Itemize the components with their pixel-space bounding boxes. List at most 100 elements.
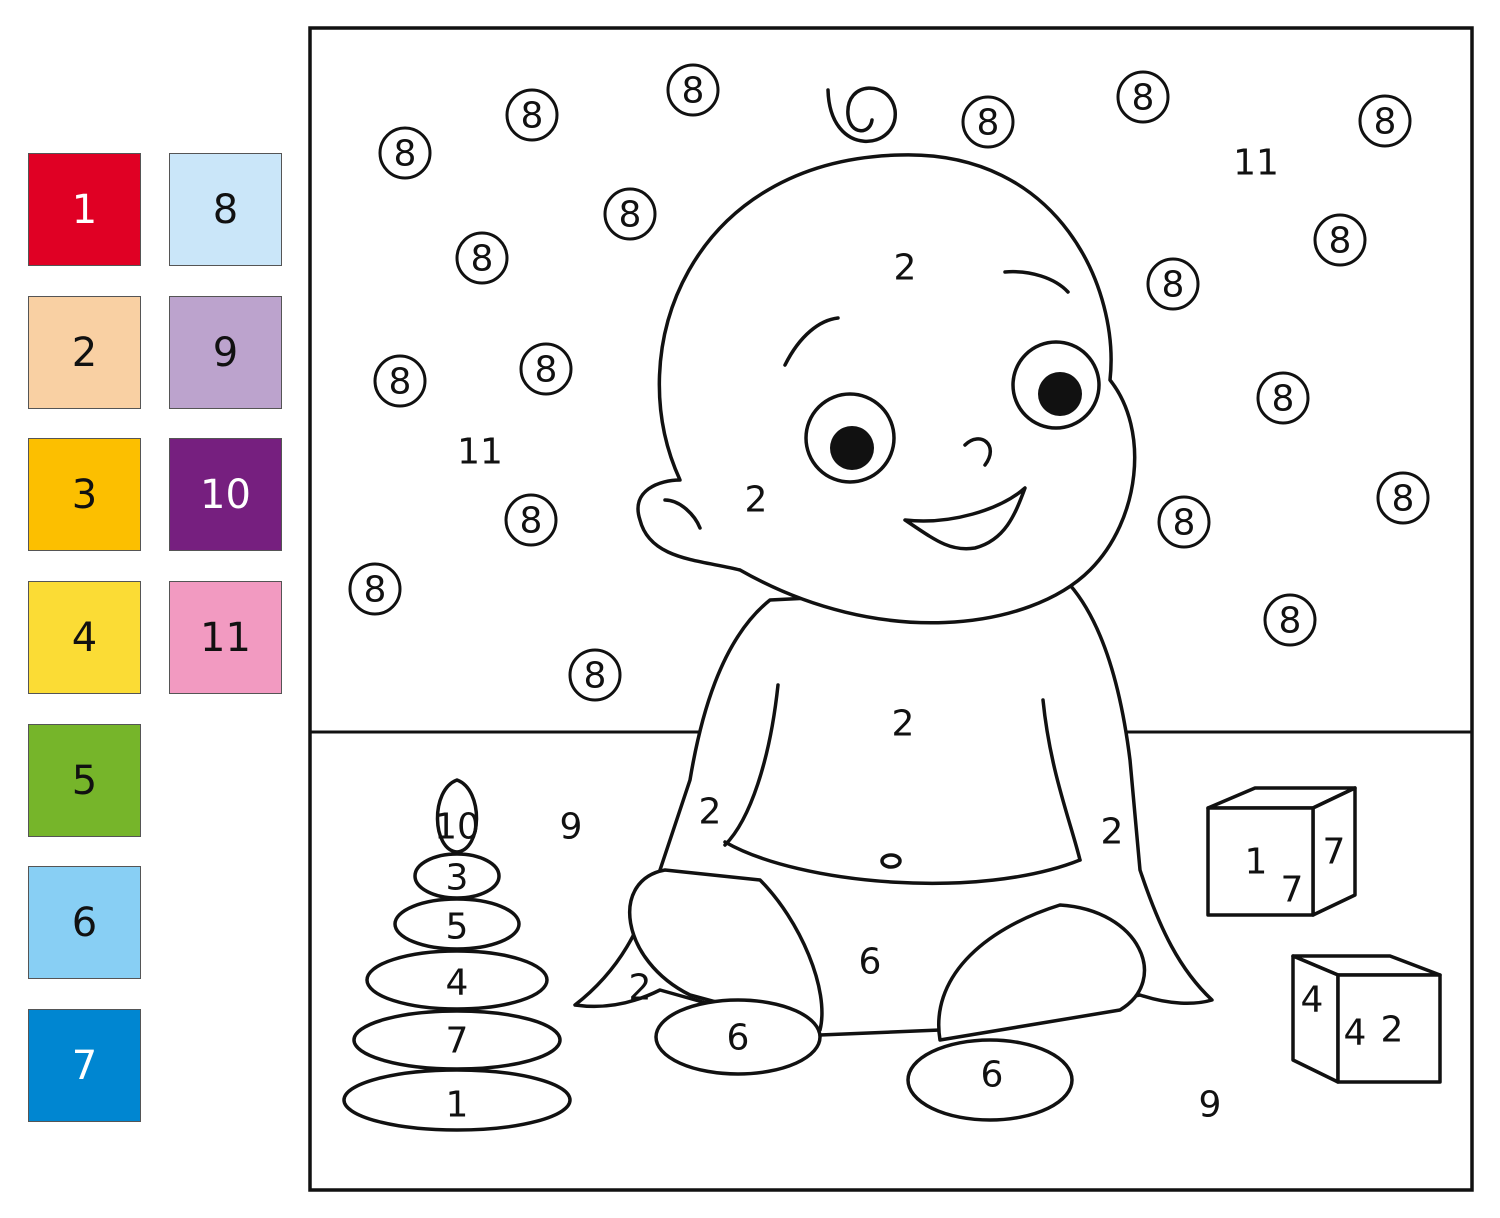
swatch-7: 7 (28, 1009, 141, 1122)
balloon-circle (1376, 471, 1430, 525)
swatch-number: 11 (200, 614, 251, 661)
circled-number-label: 8 (1279, 601, 1302, 642)
balloon-circle (1157, 495, 1211, 549)
balloon-circle (373, 354, 427, 408)
circled-number-label: 8 (520, 501, 543, 542)
region-number-label: 4 (1301, 980, 1324, 1021)
right-foot (906, 1038, 1074, 1122)
balloon-circle (1313, 213, 1367, 267)
pyramid-ring (413, 852, 501, 900)
swatch-number: 7 (71, 1042, 98, 1089)
swatch-6: 6 (28, 866, 141, 979)
circled-number-label: 8 (1132, 78, 1155, 119)
circled-number-label: 8 (1374, 102, 1397, 143)
swatch-number: 5 (71, 757, 98, 804)
pyramid-ring (365, 949, 549, 1011)
region-number-label: 9 (560, 807, 583, 848)
balloon-circle (1358, 94, 1412, 148)
region-number-label: 2 (745, 480, 768, 521)
swatch-number: 6 (71, 899, 98, 946)
toy-block-2 (1291, 954, 1442, 1084)
balloon-circle (348, 562, 402, 616)
region-number-label: 1 (446, 1085, 469, 1126)
left-arm-line (723, 683, 780, 847)
region-number-label: 2 (894, 248, 917, 289)
balloon-circle (1256, 371, 1310, 425)
diaper-top (723, 840, 1082, 886)
circled-number-label: 8 (394, 134, 417, 175)
region-number-label: 5 (446, 907, 469, 948)
balloon-circle (1146, 257, 1200, 311)
region-number-label: 7 (1323, 832, 1346, 873)
swatch-number: 10 (200, 471, 251, 518)
swatch-2: 2 (28, 296, 141, 409)
balloon-circle (961, 95, 1015, 149)
circled-number-label: 8 (977, 103, 1000, 144)
baby-figure (573, 86, 1214, 1122)
balloon-circle (378, 126, 432, 180)
ear-detail (663, 498, 702, 530)
swatch-number: 1 (71, 186, 98, 233)
circled-number-label: 8 (1272, 379, 1295, 420)
region-number-label: 11 (457, 432, 503, 473)
swatch-number: 2 (71, 329, 98, 376)
circled-number-label: 8 (471, 239, 494, 280)
right-arm-line (1041, 698, 1082, 862)
circled-number-label: 8 (584, 656, 607, 697)
region-number-label: 10 (434, 807, 480, 848)
swatch-5: 5 (28, 724, 141, 837)
region-number-label: 6 (727, 1018, 750, 1059)
circled-number-label: 8 (682, 71, 705, 112)
circled-number-label: 8 (364, 570, 387, 611)
swatch-number: 8 (212, 186, 239, 233)
circled-number-label: 8 (1329, 221, 1352, 262)
mouth (903, 486, 1027, 551)
left-foot (654, 998, 822, 1076)
balloon-circle (1263, 593, 1317, 647)
balloon-circle (505, 88, 559, 142)
toy-block-1 (1206, 786, 1357, 917)
hair-curl (826, 86, 897, 143)
circled-number-label: 8 (1162, 265, 1185, 306)
region-number-label: 2 (1101, 812, 1124, 853)
swatch-10: 10 (169, 438, 282, 551)
swatch-number: 3 (71, 471, 98, 518)
left-eyebrow (783, 316, 840, 367)
region-number-label: 7 (1281, 870, 1304, 911)
region-number-label: 9 (1199, 1085, 1222, 1126)
region-number-label: 3 (446, 858, 469, 899)
balloon-circle (504, 493, 558, 547)
region-number-label: 2 (629, 968, 652, 1009)
circled-number-label: 8 (535, 350, 558, 391)
balloon-circle (666, 63, 720, 117)
balloon-circle (455, 231, 509, 285)
ring-pyramid-toy (342, 778, 572, 1132)
region-number-label: 6 (859, 942, 882, 983)
swatch-3: 3 (28, 438, 141, 551)
block-number-label: 2 (1381, 1010, 1404, 1051)
block-number-label: 1 (1245, 842, 1268, 883)
circled-number-label: 8 (1392, 479, 1415, 520)
swatch-number: 9 (212, 329, 239, 376)
right-eyebrow (1003, 269, 1070, 294)
balloon-circle (568, 648, 622, 702)
circled-number-label: 8 (389, 362, 412, 403)
right-pupil (1038, 372, 1082, 416)
swatch-1: 1 (28, 153, 141, 266)
circled-number-label: 8 (521, 96, 544, 137)
right-leg (937, 903, 1147, 1042)
region-number-label: 4 (1344, 1013, 1367, 1054)
region-number-label: 2 (699, 792, 722, 833)
swatch-8: 8 (169, 153, 282, 266)
region-number-label: 6 (981, 1055, 1004, 1096)
swatch-number: 4 (71, 614, 98, 661)
swatch-9: 9 (169, 296, 282, 409)
circled-number-label: 8 (1173, 503, 1196, 544)
belly-button (880, 853, 902, 869)
region-number-label: 11 (1233, 143, 1279, 184)
pyramid-top (435, 778, 479, 854)
balloon-circle (1116, 70, 1170, 124)
region-number-label: 2 (892, 704, 915, 745)
